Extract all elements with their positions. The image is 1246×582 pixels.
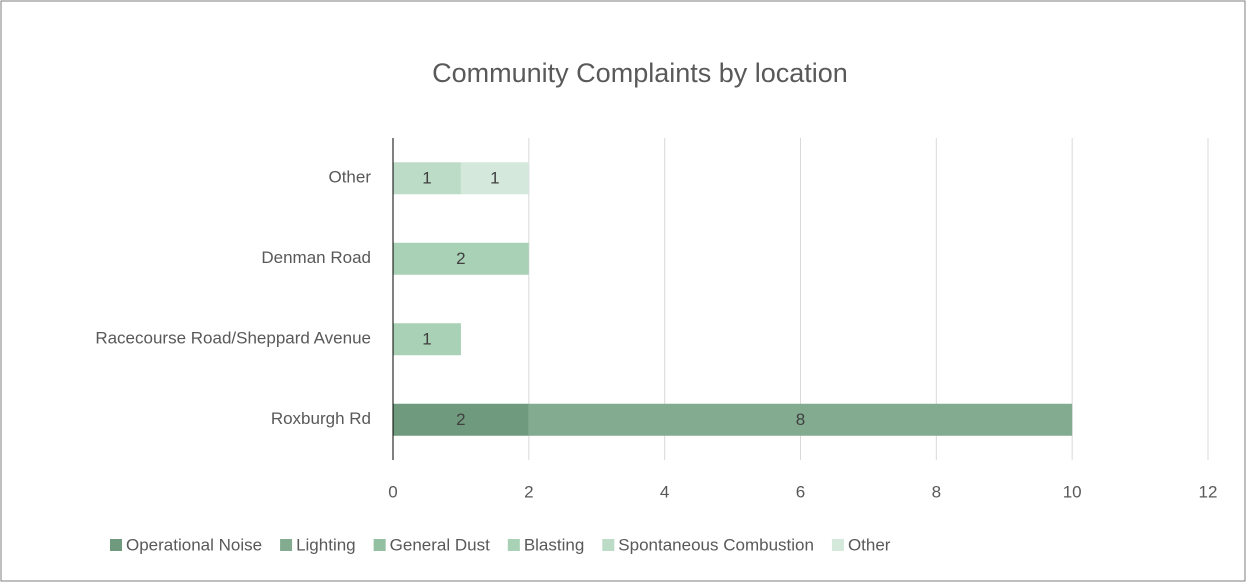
x-tick-label: 10	[1063, 482, 1082, 501]
legend-swatch	[507, 539, 520, 551]
bar-segment	[393, 242, 529, 275]
data-label: 1	[422, 330, 431, 349]
x-tick-label: 8	[932, 482, 941, 501]
legend-label: General Dust	[390, 535, 490, 554]
x-tick-label: 6	[796, 482, 805, 501]
x-tick-label: 4	[660, 482, 669, 501]
legend-swatch	[280, 539, 293, 551]
bar-segment	[393, 323, 461, 356]
legend-label: Operational Noise	[126, 535, 262, 554]
data-label: 2	[456, 410, 465, 429]
data-label: 1	[490, 169, 499, 188]
x-tick-label: 2	[524, 482, 533, 501]
data-label: 1	[422, 169, 431, 188]
data-label: 2	[456, 249, 465, 268]
legend-swatch	[110, 539, 122, 551]
data-label: 8	[796, 410, 805, 429]
bar-segment	[393, 162, 461, 195]
bar-segment	[460, 162, 529, 195]
y-tick-label: Denman Road	[261, 248, 371, 267]
x-tick-label: 0	[388, 482, 397, 501]
bar-segment	[393, 403, 529, 436]
legend-label: Lighting	[296, 535, 356, 554]
legend-label: Other	[848, 535, 891, 554]
legend-label: Blasting	[524, 535, 584, 554]
legend-swatch	[602, 539, 615, 551]
y-tick-label: Racecourse Road/Sheppard Avenue	[95, 329, 371, 348]
y-tick-label: Other	[328, 168, 371, 187]
chart-title: Community Complaints by location	[432, 58, 848, 88]
legend-swatch	[373, 539, 386, 551]
legend-swatch	[831, 539, 844, 551]
legend-label: Spontaneous Combustion	[618, 535, 814, 554]
bar-segment	[528, 403, 1073, 436]
y-tick-label: Roxburgh Rd	[271, 409, 371, 428]
x-tick-label: 12	[1199, 482, 1218, 501]
